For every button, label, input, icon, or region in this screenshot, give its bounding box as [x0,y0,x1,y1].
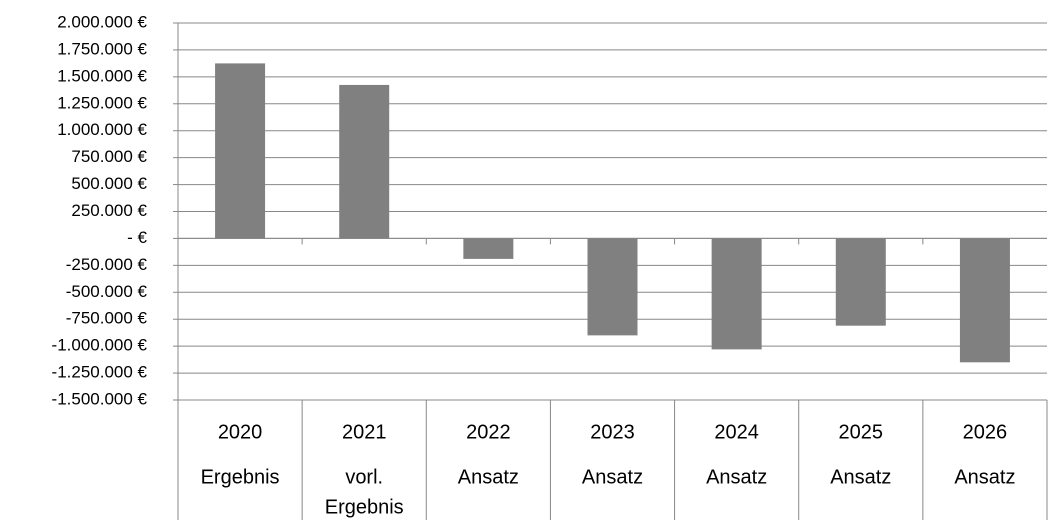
x-tick-label: vorl. [345,466,383,488]
y-tick-label: -750.000 € [66,309,148,328]
y-tick-label: -1.000.000 € [52,336,148,355]
y-tick-label: 1.000.000 € [57,120,147,139]
y-tick-label: -500.000 € [66,282,148,301]
y-tick-label: -250.000 € [66,255,148,274]
y-tick-label: 1.500.000 € [57,66,147,85]
x-tick-label: 2025 [839,421,884,443]
x-tick-label: 2023 [590,421,635,443]
y-tick-label: -1.250.000 € [52,363,148,382]
y-tick-label: 750.000 € [71,147,147,166]
x-tick-label: 2024 [714,421,759,443]
x-tick-label: Ansatz [582,466,643,488]
bar [711,238,762,350]
x-tick-label: 2026 [963,421,1008,443]
bar [463,238,514,259]
bar [587,238,638,336]
y-tick-label: 2.000.000 € [57,12,147,31]
bar [215,63,266,239]
x-tick-label: Ansatz [954,466,1015,488]
x-tick-label: 2022 [466,421,511,443]
x-tick-label: Ansatz [706,466,767,488]
y-tick-label: 1.750.000 € [57,39,147,58]
y-tick-label: 500.000 € [71,174,147,193]
x-tick-label: 2021 [342,421,387,443]
x-tick-label: 2020 [218,421,263,443]
bar [339,84,390,239]
y-tick-label: 1.250.000 € [57,93,147,112]
y-tick-label: -1.500.000 € [52,389,148,408]
bar [959,238,1010,363]
x-tick-label: Ergebnis [325,496,404,518]
x-tick-label: Ansatz [458,466,519,488]
x-tick-label: Ergebnis [201,466,280,488]
bar [835,238,886,326]
y-tick-label: - € [127,228,147,247]
x-tick-label: Ansatz [830,466,891,488]
y-tick-label: 250.000 € [71,201,147,220]
